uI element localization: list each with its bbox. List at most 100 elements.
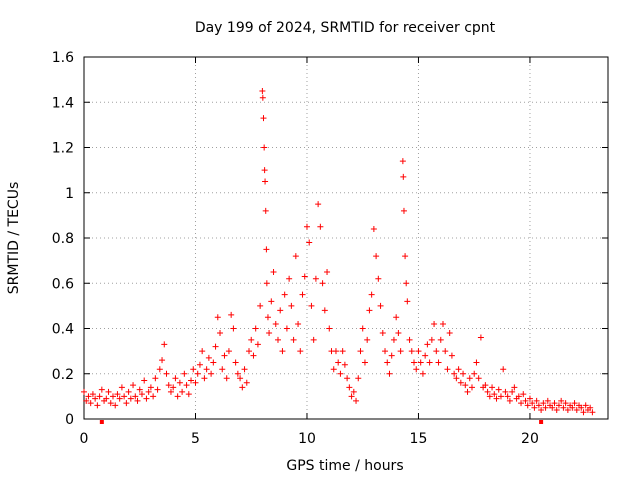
data-point <box>348 393 355 400</box>
data-point <box>390 336 397 343</box>
data-point <box>428 336 435 343</box>
data-point <box>248 336 255 343</box>
data-point <box>268 298 275 305</box>
data-point <box>303 223 310 230</box>
data-point <box>400 173 407 180</box>
data-point <box>243 379 250 386</box>
x-tick-label: 10 <box>298 431 316 447</box>
data-point <box>402 253 409 260</box>
data-point <box>344 375 351 382</box>
data-point <box>176 379 183 386</box>
data-point <box>424 341 431 348</box>
data-point <box>288 302 295 309</box>
data-point <box>210 359 217 366</box>
data-point <box>147 384 154 391</box>
data-point <box>154 386 161 393</box>
data-point <box>406 336 413 343</box>
data-point <box>540 400 547 407</box>
data-point <box>413 366 420 373</box>
data-point <box>194 370 201 377</box>
data-point <box>112 402 119 409</box>
data-point <box>205 354 212 361</box>
data-point <box>475 375 482 382</box>
data-point <box>252 325 259 332</box>
data-point <box>143 395 150 402</box>
data-point <box>493 395 500 402</box>
data-point <box>259 94 266 101</box>
data-point <box>497 393 504 400</box>
data-point <box>89 391 96 398</box>
data-point <box>515 393 522 400</box>
y-tick-label: 1.6 <box>52 50 74 66</box>
data-point <box>299 291 306 298</box>
data-point <box>292 253 299 260</box>
data-point <box>315 201 322 208</box>
data-point <box>185 391 192 398</box>
data-point <box>201 375 208 382</box>
y-axis-label: SRMTID / TECUs <box>6 182 22 295</box>
data-point <box>203 366 210 373</box>
data-point <box>453 375 460 382</box>
data-point <box>455 366 462 373</box>
data-point <box>560 404 567 411</box>
data-point <box>462 382 469 389</box>
data-point <box>81 388 87 395</box>
data-point <box>212 343 219 350</box>
data-point <box>538 406 545 413</box>
data-point <box>230 325 237 332</box>
y-tick-label: 1.2 <box>52 141 74 157</box>
data-point <box>94 402 101 409</box>
data-point <box>138 391 145 398</box>
x-tick-label: 20 <box>521 431 539 447</box>
data-point <box>163 370 170 377</box>
data-point <box>136 386 143 393</box>
data-point <box>370 225 377 232</box>
data-point <box>165 382 172 389</box>
data-point <box>491 391 498 398</box>
data-point <box>473 359 480 366</box>
data-point <box>295 320 302 327</box>
data-point <box>431 320 438 327</box>
data-point <box>553 406 560 413</box>
data-point <box>386 370 393 377</box>
data-point <box>384 359 391 366</box>
data-point <box>259 87 266 94</box>
data-point <box>183 382 190 389</box>
data-point <box>181 370 188 377</box>
data-point <box>379 330 386 337</box>
data-point <box>403 280 410 287</box>
axis-ticks: 0 0.2 0.4 0.6 0.8 1 1.2 1.4 1.6 0 5 10 15 20 <box>52 50 608 447</box>
data-point <box>426 359 433 366</box>
data-point <box>451 370 458 377</box>
data-point <box>274 336 281 343</box>
data-point <box>123 400 130 407</box>
data-point <box>350 388 357 395</box>
data-point <box>297 348 304 355</box>
data-point <box>306 239 313 246</box>
chart-title: Day 199 of 2024, SRMTID for receiver cpn… <box>195 20 496 36</box>
data-point <box>524 402 531 409</box>
data-point <box>145 388 152 395</box>
data-point <box>353 397 360 404</box>
data-point <box>446 330 453 337</box>
y-tick-label: 0.6 <box>52 276 74 292</box>
data-point <box>107 400 114 407</box>
data-point <box>439 320 446 327</box>
data-point <box>290 336 297 343</box>
data-point <box>172 375 179 382</box>
data-point <box>263 246 270 253</box>
data-point <box>324 268 331 275</box>
data-point <box>337 370 344 377</box>
data-point <box>564 406 571 413</box>
data-point <box>286 275 293 282</box>
data-point <box>92 395 99 402</box>
data-point <box>174 393 181 400</box>
data-point <box>359 325 366 332</box>
data-point <box>83 397 90 404</box>
data-point <box>237 375 244 382</box>
data-point <box>555 402 562 409</box>
data-point <box>246 348 253 355</box>
data-point <box>569 404 576 411</box>
data-point <box>132 393 139 400</box>
